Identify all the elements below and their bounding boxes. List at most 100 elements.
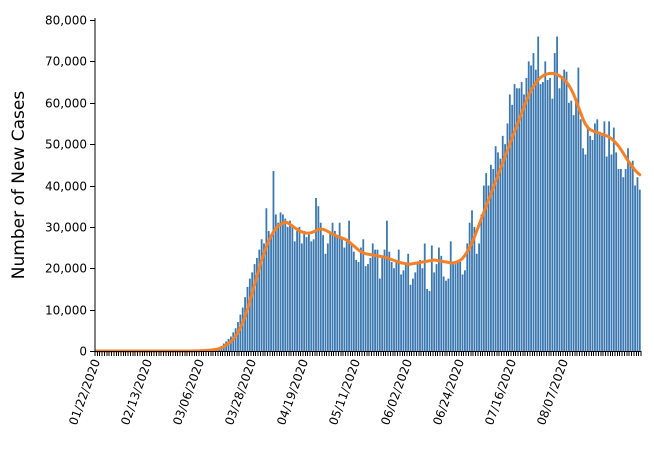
bar	[390, 262, 393, 351]
bar	[468, 222, 471, 351]
x-tick-label: 04/19/2020	[274, 357, 311, 427]
bar	[383, 249, 386, 351]
bar	[435, 264, 438, 351]
bar	[263, 243, 265, 351]
bar	[542, 82, 544, 351]
bar	[433, 272, 436, 351]
bar	[282, 214, 284, 351]
bar	[416, 262, 419, 351]
bar	[409, 284, 412, 351]
bar	[525, 77, 528, 352]
bar	[440, 255, 443, 351]
bar	[239, 314, 242, 351]
bar	[627, 148, 629, 351]
bar	[636, 177, 639, 351]
bar	[369, 257, 372, 351]
bar	[482, 185, 485, 351]
bar	[419, 259, 421, 351]
bar	[291, 226, 294, 352]
bar	[527, 61, 530, 352]
bar	[303, 231, 306, 351]
bar	[584, 154, 587, 351]
bar	[251, 272, 254, 351]
bar	[360, 247, 362, 351]
bar	[577, 67, 580, 351]
bar	[421, 268, 424, 351]
bar	[237, 322, 239, 351]
bar	[556, 36, 558, 352]
bar	[284, 218, 287, 351]
moving-average-line	[94, 71, 642, 353]
bar	[511, 104, 514, 351]
bar	[244, 297, 246, 351]
moving-average-series	[94, 71, 642, 353]
bar	[397, 249, 400, 351]
bar	[475, 253, 478, 351]
bar	[452, 264, 454, 351]
bar	[485, 173, 488, 351]
bar	[624, 168, 627, 351]
bar	[456, 262, 459, 351]
bar	[274, 214, 277, 351]
bar	[395, 259, 398, 351]
bar	[575, 98, 577, 351]
bar	[350, 243, 353, 351]
bar	[308, 233, 310, 351]
bar	[293, 241, 296, 351]
bar	[603, 121, 606, 352]
y-axis: 0 10,000 20,000 30,000 40,000 50,000 60,000 70,…	[45, 14, 96, 359]
bar	[497, 152, 499, 351]
bar	[371, 243, 374, 351]
bar	[329, 233, 332, 351]
bar	[442, 276, 445, 351]
bar	[324, 253, 327, 351]
bar	[622, 177, 625, 351]
bar	[551, 98, 554, 351]
bar	[234, 328, 237, 351]
bar	[539, 84, 542, 351]
bar	[265, 208, 268, 351]
bar	[319, 222, 322, 351]
y-tick-label: 80,000	[45, 14, 87, 28]
y-tick-label: 20,000	[45, 262, 87, 276]
bar	[331, 222, 334, 351]
bar	[376, 249, 379, 351]
bar	[322, 235, 324, 351]
y-axis-label: Number of New Cases	[9, 91, 29, 280]
bar	[402, 270, 405, 351]
bar	[438, 247, 440, 351]
bar	[404, 264, 407, 351]
bar	[270, 235, 272, 351]
bar	[296, 231, 298, 351]
bar	[267, 231, 270, 351]
bar	[572, 115, 575, 351]
bar	[449, 241, 452, 351]
bar	[423, 243, 426, 351]
bar	[362, 239, 365, 351]
x-axis: 01/22/2020 02/13/2020 03/06/2020 03/28/2020…	[66, 351, 642, 427]
bar	[513, 84, 516, 351]
bar	[487, 185, 490, 351]
y-tick-label: 70,000	[45, 55, 87, 69]
x-tick-label: 05/11/2020	[326, 357, 363, 427]
y-tick-label: 10,000	[45, 304, 87, 318]
bar	[338, 222, 341, 351]
bar-series	[185, 36, 641, 352]
bar	[256, 257, 258, 351]
bar	[246, 286, 249, 351]
bar	[412, 278, 414, 351]
bar	[326, 243, 329, 351]
bar	[279, 212, 282, 351]
bar	[504, 144, 506, 352]
x-tick-label: 06/02/2020	[378, 357, 415, 427]
bar	[532, 53, 535, 351]
bar	[537, 36, 540, 352]
y-tick-label: 40,000	[45, 180, 87, 194]
x-tick-label: 08/07/2020	[534, 357, 571, 427]
bar	[589, 135, 592, 351]
x-tick-label: 03/06/2020	[170, 357, 207, 427]
bar	[445, 280, 447, 351]
bar	[286, 226, 289, 352]
bar	[357, 262, 360, 351]
bar	[355, 259, 358, 351]
